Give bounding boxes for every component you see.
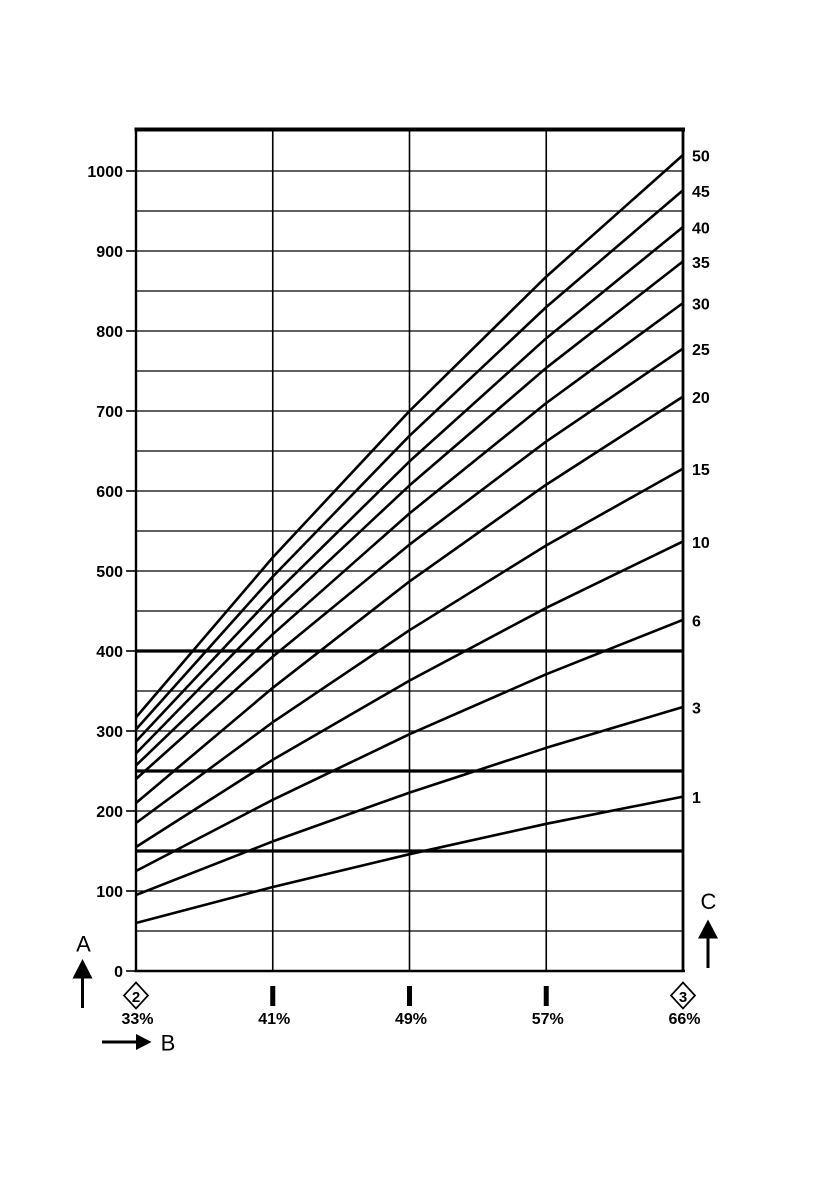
y-axis-tick-label: 200 [96,804,123,821]
c-line-50 [135,154,684,719]
c-line-label: 6 [692,613,701,630]
c-line-6 [135,618,684,873]
diamond-marker-label: 3 [679,989,687,1006]
diamond-marker-label: 2 [132,989,140,1006]
y-axis-tick-label: 400 [96,644,123,661]
x-axis-tick-label: 33% [121,1011,153,1028]
c-line-label: 30 [692,297,710,314]
x-axis-tick-label: 41% [258,1011,290,1028]
c-line-label: 35 [692,255,710,272]
diamond-marker [122,981,150,1010]
x-axis-arrow-head-icon [136,1034,152,1050]
c-line-label: 15 [692,462,710,479]
y-axis-tick-label: 800 [96,324,123,341]
y-axis-tick-label: 1000 [87,164,123,181]
c-line-10 [135,540,684,849]
x-axis-tick-label: 57% [532,1011,564,1028]
c-line-3 [135,705,684,897]
c-line-25 [135,347,684,780]
y-axis-tick-label: 0 [114,964,123,981]
x-axis-bold-tick [407,986,412,1006]
y-axis-tick-label: 600 [96,484,123,501]
x-axis-bold-tick [543,986,549,1006]
c-line-label: 1 [692,790,701,807]
c-line-label: 50 [692,149,710,166]
c-line-15 [135,467,684,825]
c-line-label: 25 [692,342,710,359]
c-line-label: 3 [692,701,701,718]
c-line-30 [135,301,684,767]
y-axis-tick-label: 500 [96,564,123,581]
diamond-marker [669,981,697,1010]
c-line-label: 45 [692,184,710,201]
y-axis-tick-label: 900 [96,244,123,261]
x-axis-tick-label: 66% [668,1011,700,1028]
y-axis-tick-label: 300 [96,724,123,741]
c-line-45 [135,189,684,731]
c-line-label: 10 [692,535,710,552]
c-line-1 [135,795,684,925]
y-axis-letter: A [76,932,91,957]
y-axis-arrow-head-icon [72,959,93,979]
c-line-label: 20 [692,390,710,407]
c-axis-arrow-head-icon [698,919,718,939]
c-line-40 [135,225,684,743]
y-axis-tick-label: 700 [96,404,123,421]
x-axis-letter: B [161,1031,176,1056]
c-line-35 [135,260,684,755]
c-axis-letter: C [701,889,717,914]
y-axis-tick-label: 100 [96,884,123,901]
c-line-label: 40 [692,221,710,238]
x-axis-bold-tick [270,986,276,1006]
x-axis-tick-label: 49% [395,1011,427,1028]
c-line-20 [135,395,684,804]
